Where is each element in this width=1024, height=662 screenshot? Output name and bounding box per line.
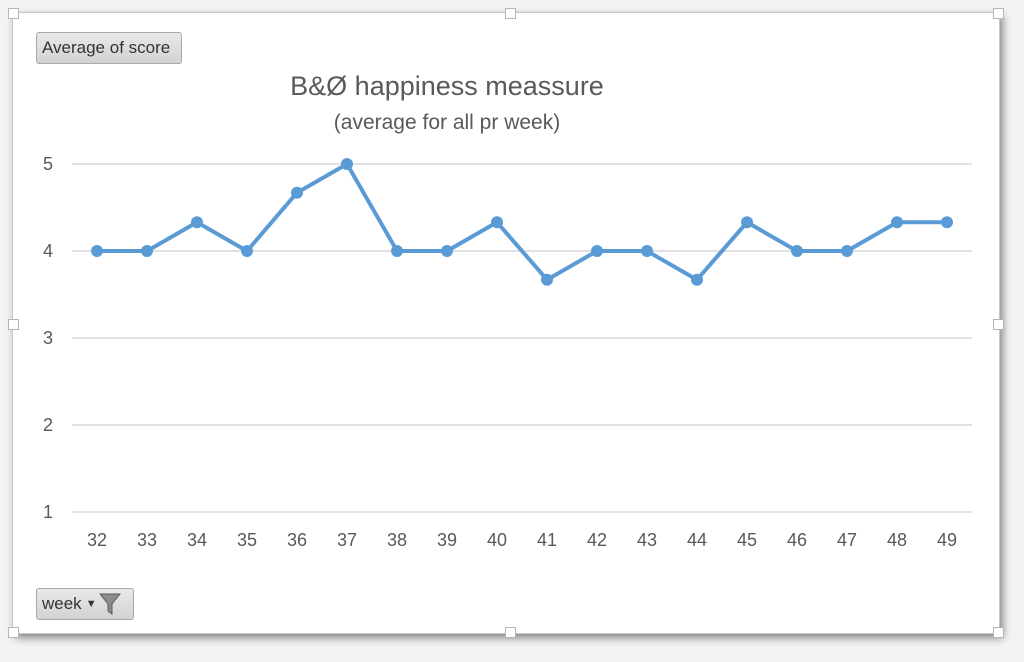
- data-point[interactable]: [941, 216, 953, 229]
- resize-handle-bottom-right[interactable]: [993, 627, 1004, 638]
- data-point[interactable]: [791, 245, 803, 257]
- x-tick-label: 45: [737, 530, 757, 550]
- chart-area[interactable]: [12, 12, 1000, 634]
- y-tick-label: 5: [43, 154, 53, 174]
- x-tick-label: 46: [787, 530, 807, 550]
- y-tick-label: 3: [43, 328, 53, 348]
- data-point[interactable]: [341, 158, 353, 170]
- series-line: [97, 162, 947, 282]
- x-tick-label: 43: [637, 530, 657, 550]
- y-axis-ticks: 1 2 3 4 5: [43, 154, 53, 522]
- x-tick-label: 41: [537, 530, 557, 550]
- gridlines: [72, 163, 972, 513]
- caret-down-icon[interactable]: ▼: [85, 598, 97, 610]
- y-tick-label: 4: [43, 241, 53, 261]
- x-tick-label: 38: [387, 530, 407, 550]
- value-field-button[interactable]: Average of score: [36, 32, 182, 64]
- data-point[interactable]: [291, 186, 303, 199]
- series-average-score: [91, 158, 953, 286]
- axis-field-button[interactable]: week ▼: [36, 588, 134, 620]
- chart-title: B&Ø happiness meassure: [290, 71, 604, 101]
- data-point[interactable]: [841, 245, 853, 257]
- resize-handle-top-right[interactable]: [993, 8, 1004, 19]
- y-tick-label: 2: [43, 415, 53, 435]
- x-tick-label: 36: [287, 530, 307, 550]
- resize-handle-top-left[interactable]: [8, 8, 19, 19]
- funnel-filter-icon[interactable]: [98, 592, 121, 616]
- resize-handle-middle-left[interactable]: [8, 319, 19, 330]
- x-tick-label: 42: [587, 530, 607, 550]
- data-point[interactable]: [191, 216, 203, 229]
- resize-handle-middle-right[interactable]: [993, 319, 1004, 330]
- x-tick-label: 37: [337, 530, 357, 550]
- data-point[interactable]: [141, 245, 153, 257]
- resize-handle-bottom-left[interactable]: [8, 627, 19, 638]
- x-tick-label: 39: [437, 530, 457, 550]
- data-point[interactable]: [241, 245, 253, 257]
- data-point[interactable]: [541, 273, 553, 286]
- data-point[interactable]: [391, 245, 403, 257]
- chart-subtitle: (average for all pr week): [334, 111, 560, 134]
- x-tick-label: 47: [837, 530, 857, 550]
- x-axis-ticks: 32 33 34 35 36 37 38 39 40 41 42 43 44 45 46 47 48 49: [87, 530, 957, 550]
- data-point[interactable]: [91, 245, 103, 257]
- data-point[interactable]: [891, 216, 903, 229]
- resize-handle-top-center[interactable]: [505, 8, 516, 19]
- axis-field-label: week: [42, 594, 82, 613]
- data-point[interactable]: [741, 216, 753, 229]
- x-tick-label: 34: [187, 530, 207, 550]
- x-tick-label: 40: [487, 530, 507, 550]
- x-tick-label: 33: [137, 530, 157, 550]
- value-field-label: Average of score: [42, 38, 171, 57]
- y-tick-label: 1: [43, 502, 53, 522]
- data-point[interactable]: [691, 273, 703, 286]
- data-point[interactable]: [641, 245, 653, 257]
- resize-handle-bottom-center[interactable]: [505, 627, 516, 638]
- data-point[interactable]: [491, 216, 503, 229]
- x-tick-label: 49: [937, 530, 957, 550]
- x-tick-label: 48: [887, 530, 907, 550]
- x-tick-label: 44: [687, 530, 707, 550]
- x-tick-label: 32: [87, 530, 107, 550]
- x-tick-label: 35: [237, 530, 257, 550]
- data-point[interactable]: [591, 245, 603, 257]
- data-point[interactable]: [441, 245, 453, 257]
